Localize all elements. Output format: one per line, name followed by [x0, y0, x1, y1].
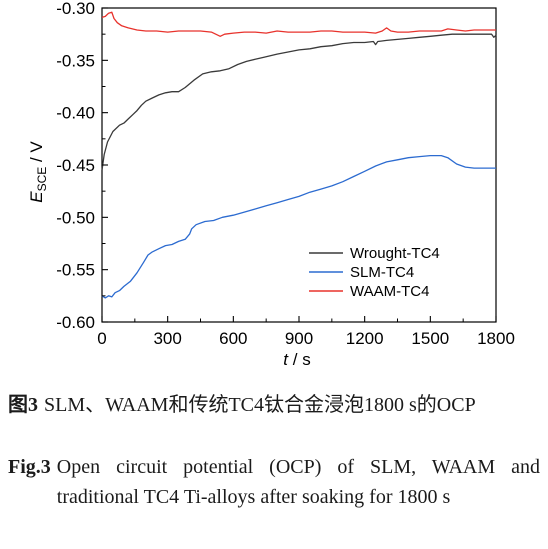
y-axis-label-subscript: SCE — [35, 167, 49, 192]
caption-en-label: Fig.3 — [8, 456, 51, 478]
legend-label-waam-tc4: WAAM-TC4 — [350, 283, 429, 300]
x-tick-label: 300 — [153, 329, 181, 348]
y-tick-label: -0.30 — [56, 0, 95, 18]
y-tick-label: -0.40 — [56, 104, 95, 123]
caption-cn-label: 图3 — [8, 394, 38, 416]
y-axis-ticks: -0.60 -0.55 -0.50 -0.45 -0.40 -0.35 -0.30 — [56, 0, 108, 332]
x-tick-label: 600 — [219, 329, 247, 348]
plot-area: 0 300 600 900 1200 1500 1800 -0.60-0.55-0.50-0… — [56, 0, 515, 348]
series-line-waam-tc4 — [101, 11, 496, 37]
legend: Wrought-TC4 SLM-TC4 WAAM-TC4 — [309, 245, 440, 300]
x-axis-ticks: 0 300 600 900 1200 1500 1800 — [97, 316, 515, 348]
caption-cn-text: SLM、WAAM和传统TC4钛合金浸泡1800 s的OCP — [44, 394, 476, 416]
y-axis-label-symbol: E — [27, 191, 46, 203]
legend-label-wrought-tc4: Wrought-TC4 — [350, 245, 440, 262]
y-tick-label: -0.35 — [56, 51, 95, 70]
x-tick-label: 0 — [97, 329, 106, 348]
x-tick-label: 1800 — [477, 329, 515, 348]
caption-english: Fig.3 Open circuit potential (OCP) of SL… — [8, 452, 540, 512]
x-axis-label-symbol: t — [283, 350, 289, 369]
x-tick-label: 900 — [285, 329, 313, 348]
caption-en-text: Open circuit potential (OCP) of SLM, WAA… — [56, 456, 540, 508]
y-axis-label: ESCE / V — [27, 141, 49, 203]
y-tick-label: -0.55 — [56, 261, 95, 280]
caption-chinese: 图3 SLM、WAAM和传统TC4钛合金浸泡1800 s的OCP — [8, 390, 540, 420]
legend-label-slm-tc4: SLM-TC4 — [350, 264, 414, 281]
y-tick-label: -0.45 — [56, 156, 95, 175]
x-tick-label: 1200 — [346, 329, 384, 348]
series-line-wrought-tc4 — [101, 33, 497, 171]
series-layer — [101, 11, 497, 299]
ocp-chart: 0 300 600 900 1200 1500 1800 -0.60-0.55-0.50-0… — [27, 0, 515, 369]
x-axis-label: t / s — [283, 350, 310, 369]
plot-frame — [101, 7, 497, 323]
series-line-slm-tc4 — [101, 154, 496, 299]
y-axis-label-unit: / V — [27, 141, 46, 167]
y-tick-label: -0.50 — [56, 208, 95, 227]
x-axis-label-unit: / s — [288, 350, 311, 369]
x-tick-label: 1500 — [411, 329, 449, 348]
y-tick-label: -0.60 — [56, 313, 95, 332]
